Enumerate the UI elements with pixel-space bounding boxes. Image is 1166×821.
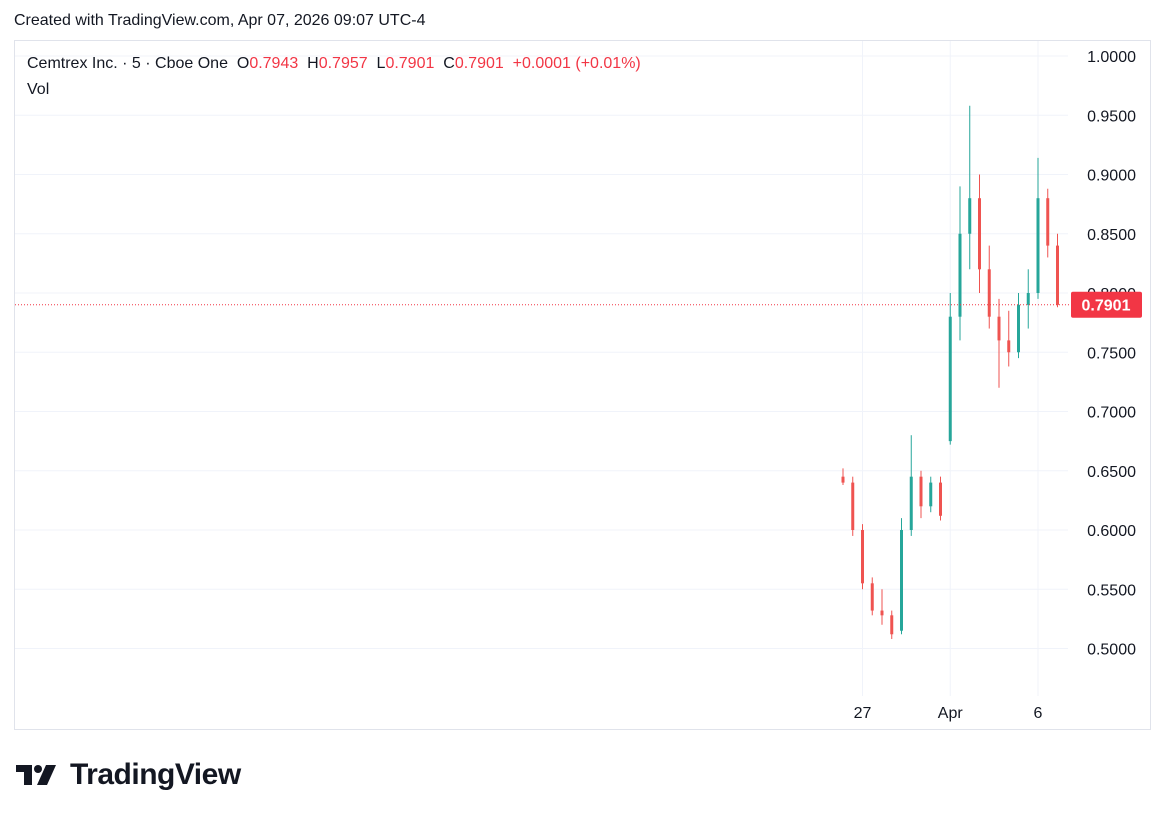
candle xyxy=(958,186,962,341)
candle xyxy=(870,577,874,616)
x-tick-label: 27 xyxy=(854,705,872,722)
candle xyxy=(890,610,894,640)
candle-body xyxy=(1026,293,1030,305)
candle-body xyxy=(1056,245,1059,305)
candle-body xyxy=(909,476,913,530)
candle xyxy=(978,174,981,293)
y-tick-label: 0.5000 xyxy=(1087,642,1136,659)
candle-body xyxy=(978,198,981,270)
candle xyxy=(987,245,991,329)
y-tick-label: 0.8500 xyxy=(1087,227,1136,244)
candle xyxy=(900,518,903,635)
legend-symbol[interactable]: Cemtrex Inc. · 5 · Cboe One xyxy=(27,55,228,72)
candle xyxy=(1036,157,1040,299)
price-axis[interactable]: 1.00000.95000.90000.85000.80000.75000.70… xyxy=(1087,49,1136,659)
candles xyxy=(841,105,1059,640)
candle xyxy=(919,470,923,519)
legend-open-label: O xyxy=(236,55,250,72)
candle-body xyxy=(1036,198,1040,293)
x-tick-label: 6 xyxy=(1034,705,1043,722)
candle-body xyxy=(968,198,972,234)
candle xyxy=(1046,188,1050,258)
candle xyxy=(841,468,845,485)
legend-change: +0.0001 (+0.01%) xyxy=(512,55,641,72)
tradingview-logo-icon xyxy=(16,765,56,785)
legend-close-value: 0.7901 xyxy=(454,55,504,72)
y-tick-label: 1.0000 xyxy=(1087,49,1136,66)
legend-close-label: C xyxy=(443,55,455,72)
last-price-tag: 0.7901 xyxy=(1071,291,1142,318)
candle-body xyxy=(880,610,884,616)
candle-body xyxy=(900,530,903,631)
candle-body xyxy=(939,482,942,516)
last-price-tag-label: 0.7901 xyxy=(1082,298,1131,315)
y-tick-label: 0.9500 xyxy=(1087,108,1136,125)
y-tick-label: 0.9000 xyxy=(1087,168,1136,185)
candle xyxy=(880,589,884,625)
chart-caption: Created with TradingView.com, Apr 07, 20… xyxy=(14,12,426,29)
grid-lines xyxy=(15,41,1068,696)
candle-body xyxy=(958,233,962,317)
candle-body xyxy=(987,269,991,317)
time-axis[interactable]: 27 Apr 6 xyxy=(854,705,1043,722)
candle-body xyxy=(890,615,894,635)
last-price-tag-box xyxy=(1071,291,1142,318)
candle xyxy=(851,476,855,536)
candle-body xyxy=(997,316,1001,341)
y-tick-label: 0.6500 xyxy=(1087,464,1136,481)
candle-body xyxy=(919,476,923,507)
candle xyxy=(997,298,1001,388)
candle xyxy=(968,105,972,270)
legend-high-value: 0.7957 xyxy=(318,55,368,72)
tradingview-logo-text: TradingView xyxy=(70,758,241,791)
legend-low-label: L xyxy=(376,55,386,72)
candle xyxy=(929,476,933,513)
candle-body xyxy=(870,583,874,611)
candle xyxy=(1007,310,1011,367)
candle-body xyxy=(851,482,855,530)
x-tick-label: Apr xyxy=(938,705,964,722)
legend-open-value: 0.7943 xyxy=(249,55,299,72)
y-tick-label: 0.7500 xyxy=(1087,345,1136,362)
candle xyxy=(909,435,913,536)
candle-body xyxy=(841,476,845,483)
legend-low-value: 0.7901 xyxy=(385,55,435,72)
candle-body xyxy=(1046,198,1050,246)
candle-body xyxy=(861,530,864,584)
candle-body xyxy=(1007,340,1011,353)
candle xyxy=(948,293,952,445)
candle xyxy=(861,524,864,590)
y-tick-label: 0.5500 xyxy=(1087,582,1136,599)
tradingview-logo[interactable]: TradingView xyxy=(16,758,241,792)
volume-legend[interactable]: Vol xyxy=(27,81,50,98)
chart-frame[interactable] xyxy=(14,40,1151,730)
candle xyxy=(939,476,942,521)
candle xyxy=(1056,233,1059,308)
candle-body xyxy=(929,482,933,507)
symbol-legend: Cemtrex Inc. · 5 · Cboe One O0.7943 H0.7… xyxy=(27,55,641,73)
candle xyxy=(1026,269,1030,329)
candle-body xyxy=(948,316,952,442)
candle-body xyxy=(1017,304,1020,353)
y-tick-label: 0.7000 xyxy=(1087,405,1136,422)
candle xyxy=(1017,293,1020,359)
legend-high-label: H xyxy=(307,55,319,72)
y-tick-label: 0.6000 xyxy=(1087,523,1136,540)
